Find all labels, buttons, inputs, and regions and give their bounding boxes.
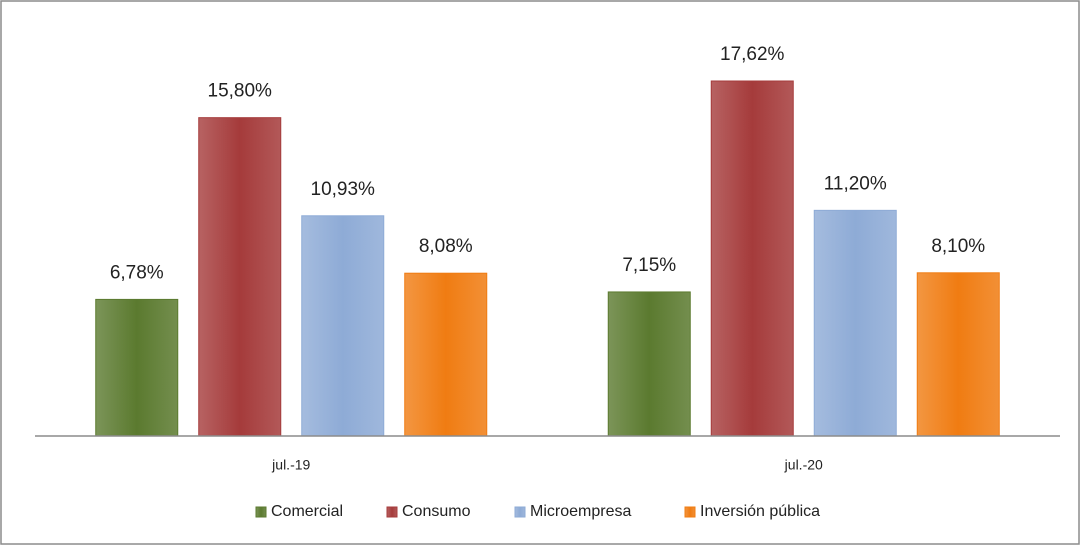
x-tick-label: jul.-19	[271, 457, 310, 473]
value-label: 11,20%	[824, 173, 887, 194]
legend-marker	[386, 506, 398, 518]
value-label: 17,62%	[720, 44, 785, 65]
bar	[404, 272, 488, 437]
bar	[95, 298, 179, 437]
legend-label: Comercial	[271, 503, 343, 520]
bar	[916, 272, 1000, 437]
bar	[813, 209, 897, 437]
legend-marker	[514, 506, 526, 518]
value-label: 8,08%	[419, 236, 473, 257]
bar	[301, 215, 385, 437]
legend-marker	[684, 506, 696, 518]
legend-marker	[255, 506, 267, 518]
value-label: 6,78%	[110, 262, 164, 283]
legend-label: Microempresa	[530, 503, 631, 520]
legend-label: Inversión pública	[700, 503, 820, 520]
value-label: 10,93%	[311, 179, 376, 200]
bar	[607, 291, 691, 437]
x-tick-label: jul.-20	[784, 457, 823, 473]
legend-label: Consumo	[402, 503, 471, 520]
bar	[198, 117, 282, 437]
value-label: 15,80%	[208, 81, 273, 102]
bar	[710, 80, 794, 437]
value-label: 7,15%	[622, 255, 676, 276]
value-label: 8,10%	[931, 236, 985, 257]
